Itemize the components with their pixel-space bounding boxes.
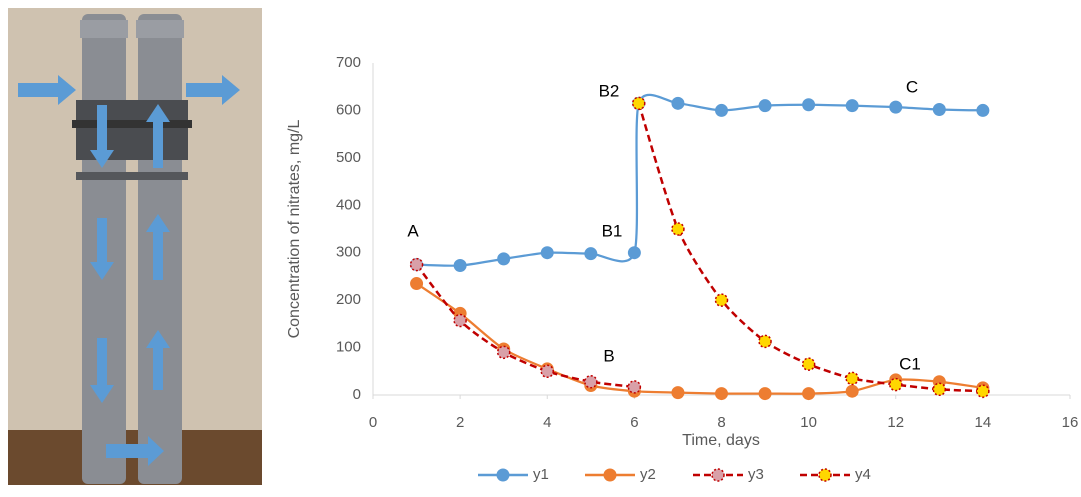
marker xyxy=(845,384,859,398)
marker xyxy=(671,386,685,400)
legend-label: y4 xyxy=(855,466,871,483)
legend-marker xyxy=(496,468,510,482)
annotation: B1 xyxy=(602,221,623,240)
legend-item: y2 xyxy=(585,466,656,483)
legend-item: y4 xyxy=(800,466,871,483)
marker xyxy=(584,247,598,261)
legend-item: y1 xyxy=(478,466,549,483)
legend-item: y3 xyxy=(693,466,764,483)
marker xyxy=(453,259,467,273)
legend-label: y3 xyxy=(748,466,764,483)
marker xyxy=(631,96,646,111)
marker xyxy=(584,374,598,389)
x-tick-label: 4 xyxy=(543,414,551,431)
marker xyxy=(976,103,990,117)
marker xyxy=(409,257,424,272)
marker xyxy=(715,387,728,401)
legend-marker xyxy=(603,468,617,482)
x-tick-label: 12 xyxy=(887,414,904,431)
annotation: A xyxy=(407,221,419,240)
marker xyxy=(671,222,685,236)
marker xyxy=(802,387,816,401)
marker xyxy=(845,371,859,386)
series-line xyxy=(637,102,983,393)
y-tick-label: 700 xyxy=(336,54,361,71)
y-tick-label: 600 xyxy=(336,101,361,118)
x-tick-label: 0 xyxy=(369,414,377,431)
marker xyxy=(497,252,511,266)
marker xyxy=(453,313,467,328)
y-axis-title: Concentration of nitrates, mg/L xyxy=(286,120,303,339)
marker xyxy=(932,102,946,116)
x-tick-label: 10 xyxy=(800,414,817,431)
legend-label: y2 xyxy=(640,466,656,483)
series-line xyxy=(416,93,983,267)
marker xyxy=(758,387,772,401)
marker xyxy=(410,277,424,291)
marker xyxy=(758,334,772,349)
x-tick-label: 6 xyxy=(630,414,638,431)
marker xyxy=(671,96,685,110)
marker xyxy=(845,99,859,113)
marker xyxy=(802,98,816,112)
marker xyxy=(976,384,990,398)
marker xyxy=(627,380,642,394)
annotation: C1 xyxy=(899,354,921,373)
marker xyxy=(627,246,641,260)
y-tick-label: 500 xyxy=(336,149,361,166)
photo xyxy=(8,8,262,485)
marker xyxy=(540,246,554,260)
legend-marker xyxy=(818,468,832,482)
marker xyxy=(932,382,947,397)
x-tick-label: 16 xyxy=(1062,414,1079,431)
legend-label: y1 xyxy=(533,466,549,483)
marker xyxy=(889,377,903,392)
x-tick-label: 14 xyxy=(975,414,992,431)
marker xyxy=(540,364,554,379)
legend-marker xyxy=(711,468,725,482)
x-tick-label: 8 xyxy=(717,414,725,431)
marker xyxy=(758,99,772,113)
annotation: B2 xyxy=(599,81,620,100)
marker xyxy=(801,357,816,371)
annotation: C xyxy=(906,77,918,96)
y-tick-label: 100 xyxy=(336,339,361,356)
marker xyxy=(496,345,511,360)
marker xyxy=(889,100,903,114)
y-tick-label: 200 xyxy=(336,291,361,308)
annotation: B xyxy=(603,346,614,365)
y-tick-label: 300 xyxy=(336,244,361,261)
x-axis-title: Time, days xyxy=(682,432,760,449)
marker xyxy=(715,103,728,117)
y-tick-label: 0 xyxy=(353,386,361,403)
marker xyxy=(714,293,729,307)
x-tick-label: 2 xyxy=(456,414,464,431)
series-line xyxy=(415,263,635,389)
y-tick-label: 400 xyxy=(336,196,361,213)
